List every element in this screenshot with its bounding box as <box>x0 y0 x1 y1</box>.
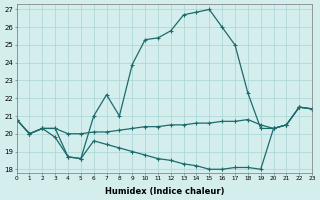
X-axis label: Humidex (Indice chaleur): Humidex (Indice chaleur) <box>105 187 224 196</box>
